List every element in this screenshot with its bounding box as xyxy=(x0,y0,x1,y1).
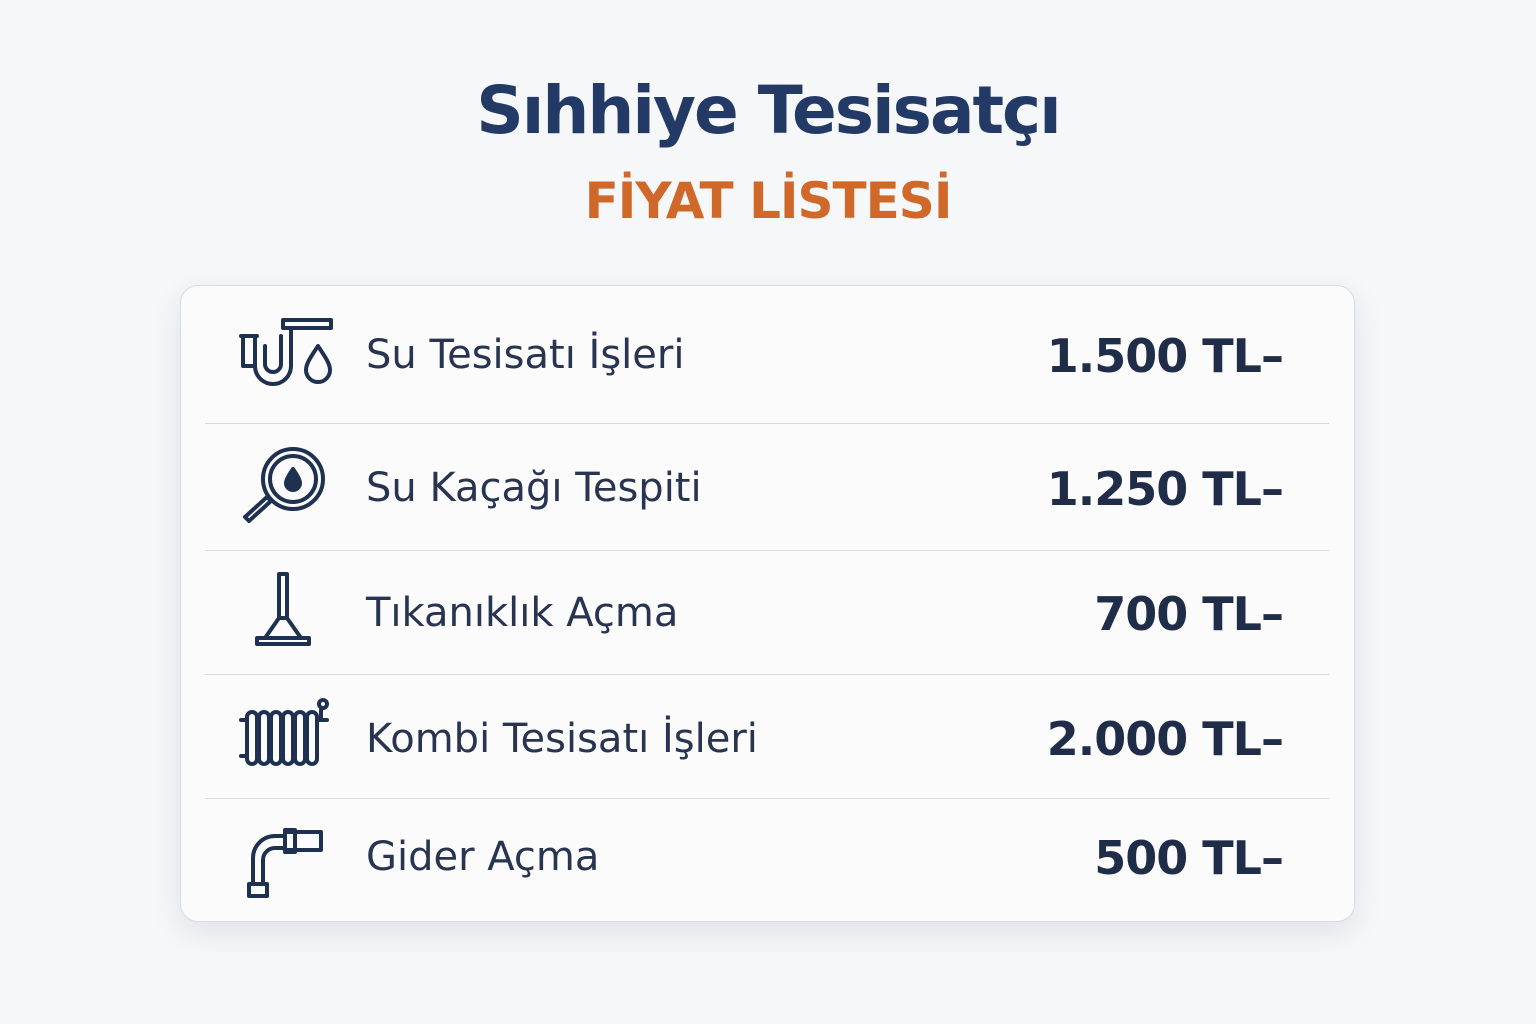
service-price: 500 TL– xyxy=(1094,831,1284,885)
service-price: 1.250 TL– xyxy=(1046,462,1284,516)
pipe-water-drop-icon xyxy=(239,318,333,386)
page-title: Sıhhiye Tesisatçı xyxy=(476,72,1062,149)
elbow-pipe-icon xyxy=(247,828,323,898)
service-label: Tıkanıklık Açma xyxy=(366,590,679,636)
price-row: Su Kaçağı Tespiti 1.250 TL– xyxy=(205,423,1329,551)
radiator-icon xyxy=(239,698,329,766)
price-row: Tıkanıklık Açma 700 TL– xyxy=(205,550,1329,675)
service-price: 1.500 TL– xyxy=(1046,329,1284,383)
magnifier-leak-icon xyxy=(243,447,325,523)
page-subtitle: FİYAT LİSTESİ xyxy=(584,172,953,230)
service-label: Su Tesisatı İşleri xyxy=(366,332,685,378)
service-label: Su Kaçağı Tespiti xyxy=(366,465,702,511)
service-price: 700 TL– xyxy=(1094,587,1284,641)
price-row: Su Tesisatı İşleri 1.500 TL– xyxy=(205,286,1329,424)
price-row: Gider Açma 500 TL– xyxy=(205,798,1329,922)
service-price: 2.000 TL– xyxy=(1046,712,1284,766)
service-label: Kombi Tesisatı İşleri xyxy=(366,716,758,762)
price-list-card: Su Tesisatı İşleri 1.500 TL– Su Kaçağı T… xyxy=(180,285,1355,922)
service-label: Gider Açma xyxy=(366,834,600,880)
plunger-icon xyxy=(255,572,311,646)
price-row: Kombi Tesisatı İşleri 2.000 TL– xyxy=(205,674,1329,799)
